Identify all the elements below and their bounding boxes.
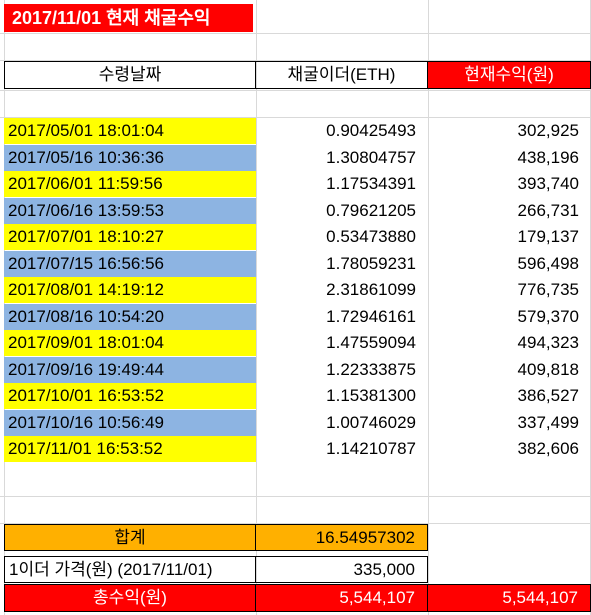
krw-cell[interactable]: 776,735 (517, 280, 579, 299)
date-cell[interactable]: 2017/06/01 11:59:56 (4, 171, 256, 197)
table-row: 2017/09/16 19:49:44 1.22333875 409,818 (0, 356, 591, 383)
eth-cell[interactable]: 1.72946161 (326, 306, 416, 326)
date-cell[interactable]: 2017/09/16 19:49:44 (4, 356, 256, 383)
date-cell[interactable]: 2017/07/01 18:10:27 (4, 224, 256, 250)
krw-cell[interactable]: 438,196 (517, 147, 579, 167)
eth-cell[interactable]: 0.79621205 (326, 200, 416, 220)
date-cell[interactable]: 2017/05/16 10:36:36 (4, 144, 256, 171)
krw-cell[interactable]: 393,740 (517, 174, 579, 193)
eth-cell[interactable]: 1.15381300 (326, 386, 416, 405)
krw-cell[interactable]: 337,499 (517, 412, 579, 432)
total-value-2[interactable]: 5,544,107 (428, 584, 591, 612)
table-row: 2017/06/16 13:59:53 0.79621205 266,731 (0, 197, 591, 224)
table-row: 2017/05/01 18:01:04 0.90425493 302,925 (0, 118, 591, 144)
price-value[interactable]: 335,000 (256, 556, 428, 583)
header-profit[interactable]: 현재수익(원) (428, 61, 591, 89)
price-row: 1이더 가격(원) (2017/11/01) 335,000 (0, 556, 591, 583)
eth-cell[interactable]: 0.53473880 (326, 227, 416, 246)
header-row: 수령날짜 채굴이더(ETH) 현재수익(원) (0, 61, 591, 89)
total-row: 총수익(원) 5,544,107 5,544,107 (0, 584, 591, 612)
sum-row: 합계 16.54957302 (0, 524, 591, 551)
table-row: 2017/10/16 10:56:49 1.00746029 337,499 (0, 409, 591, 436)
eth-cell[interactable]: 1.47559094 (326, 333, 416, 352)
krw-cell[interactable]: 302,925 (517, 121, 579, 140)
table-row: 2017/08/01 14:19:12 2.31861099 776,735 (0, 277, 591, 303)
total-value[interactable]: 5,544,107 (256, 584, 428, 612)
date-cell[interactable]: 2017/07/15 16:56:56 (4, 250, 256, 277)
total-label[interactable]: 총수익(원) (4, 584, 256, 612)
krw-cell[interactable]: 596,498 (517, 253, 579, 273)
date-cell[interactable]: 2017/08/16 10:54:20 (4, 303, 256, 330)
sum-label[interactable]: 합계 (4, 524, 256, 551)
table-row: 2017/07/15 16:56:56 1.78059231 596,498 (0, 250, 591, 277)
table-row: 2017/08/16 10:54:20 1.72946161 579,370 (0, 303, 591, 330)
eth-cell[interactable]: 1.22333875 (326, 359, 416, 379)
date-cell[interactable]: 2017/08/01 14:19:12 (4, 277, 256, 303)
krw-cell[interactable]: 382,606 (517, 439, 579, 458)
sheet-title: 2017/11/01 현재 채굴수익 (4, 4, 253, 32)
krw-cell[interactable]: 494,323 (517, 333, 579, 352)
date-cell[interactable]: 2017/05/01 18:01:04 (4, 118, 256, 144)
eth-cell[interactable]: 0.90425493 (326, 121, 416, 140)
eth-cell[interactable]: 1.14210787 (326, 439, 416, 458)
eth-cell[interactable]: 1.00746029 (326, 412, 416, 432)
table-row: 2017/05/16 10:36:36 1.30804757 438,196 (0, 144, 591, 171)
krw-cell[interactable]: 179,137 (517, 227, 579, 246)
price-label[interactable]: 1이더 가격(원) (2017/11/01) (4, 556, 256, 583)
krw-cell[interactable]: 409,818 (517, 359, 579, 379)
date-cell[interactable]: 2017/10/16 10:56:49 (4, 409, 256, 436)
eth-cell[interactable]: 1.17534391 (326, 174, 416, 193)
sum-value[interactable]: 16.54957302 (256, 524, 428, 551)
table-row: 2017/11/01 16:53:52 1.14210787 382,606 (0, 436, 591, 462)
krw-cell[interactable]: 266,731 (517, 200, 579, 220)
table-row: 2017/10/01 16:53:52 1.15381300 386,527 (0, 383, 591, 409)
date-cell[interactable]: 2017/09/01 18:01:04 (4, 330, 256, 356)
date-cell[interactable]: 2017/06/16 13:59:53 (4, 197, 256, 224)
eth-cell[interactable]: 1.30804757 (326, 147, 416, 167)
krw-cell[interactable]: 386,527 (517, 386, 579, 405)
date-cell[interactable]: 2017/11/01 16:53:52 (4, 436, 256, 462)
krw-cell[interactable]: 579,370 (517, 306, 579, 326)
eth-cell[interactable]: 2.31861099 (326, 280, 416, 299)
eth-cell[interactable]: 1.78059231 (326, 253, 416, 273)
table-row: 2017/07/01 18:10:27 0.53473880 179,137 (0, 224, 591, 250)
table-row: 2017/06/01 11:59:56 1.17534391 393,740 (0, 171, 591, 197)
header-date[interactable]: 수령날짜 (4, 61, 256, 89)
header-ether[interactable]: 채굴이더(ETH) (256, 61, 428, 89)
table-row: 2017/09/01 18:01:04 1.47559094 494,323 (0, 330, 591, 356)
date-cell[interactable]: 2017/10/01 16:53:52 (4, 383, 256, 409)
